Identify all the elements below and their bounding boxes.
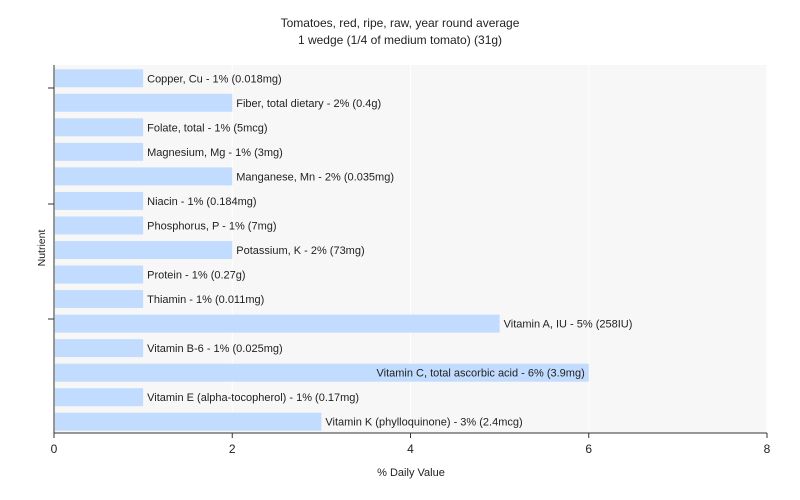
bar (55, 339, 144, 358)
bar (55, 142, 144, 161)
x-axis-label: % Daily Value (377, 467, 445, 479)
chart-subtitle: 1 wedge (1/4 of medium tomato) (31g) (298, 33, 502, 47)
bar-label: Vitamin B-6 - 1% (0.025mg) (147, 343, 283, 355)
x-tick-label: 8 (764, 442, 771, 456)
bar (55, 314, 500, 333)
bar-label: Phosphorus, P - 1% (7mg) (147, 220, 276, 232)
bars (55, 69, 589, 431)
bar-label: Folate, total - 1% (5mcg) (147, 122, 267, 134)
x-tick-label: 2 (229, 442, 236, 456)
x-tick-label: 0 (51, 442, 58, 456)
bar-label: Magnesium, Mg - 1% (3mg) (147, 147, 283, 159)
bar-label: Vitamin A, IU - 5% (258IU) (504, 319, 633, 331)
y-axis-label: Nutrient (36, 230, 48, 267)
bar (55, 93, 233, 112)
bar-labels: Copper, Cu - 1% (0.018mg) Fiber, total di… (147, 73, 632, 428)
bar-label: Thiamin - 1% (0.011mg) (147, 294, 264, 306)
bar-label: Niacin - 1% (0.184mg) (147, 196, 256, 208)
bar (55, 388, 144, 407)
bar-label: Potassium, K - 2% (73mg) (236, 245, 364, 257)
bar (55, 265, 144, 284)
bar (55, 118, 144, 137)
bar-label: Manganese, Mn - 2% (0.035mg) (236, 171, 394, 183)
bar (55, 241, 233, 259)
chart-title: Tomatoes, red, ripe, raw, year round ave… (281, 16, 520, 30)
bar-label: Vitamin K (phylloquinone) - 3% (2.4mcg) (325, 417, 522, 429)
bar-label: Protein - 1% (0.27g) (147, 270, 245, 282)
bar (55, 69, 144, 88)
bar-label: Fiber, total dietary - 2% (0.4g) (236, 98, 381, 110)
x-tick-label: 4 (407, 442, 414, 456)
axes: 0 2 4 6 8 (48, 65, 771, 456)
bar (55, 191, 144, 210)
bar (55, 216, 144, 235)
bar-label: Copper, Cu - 1% (0.018mg) (147, 73, 282, 85)
bar-label: Vitamin C, total ascorbic acid - 6% (3.9… (376, 368, 584, 380)
bar-label: Vitamin E (alpha-tocopherol) - 1% (0.17m… (147, 392, 359, 404)
bar (55, 290, 144, 309)
x-tick-label: 6 (585, 442, 592, 456)
bar (55, 363, 589, 382)
bar (55, 412, 322, 431)
bar (55, 167, 233, 186)
